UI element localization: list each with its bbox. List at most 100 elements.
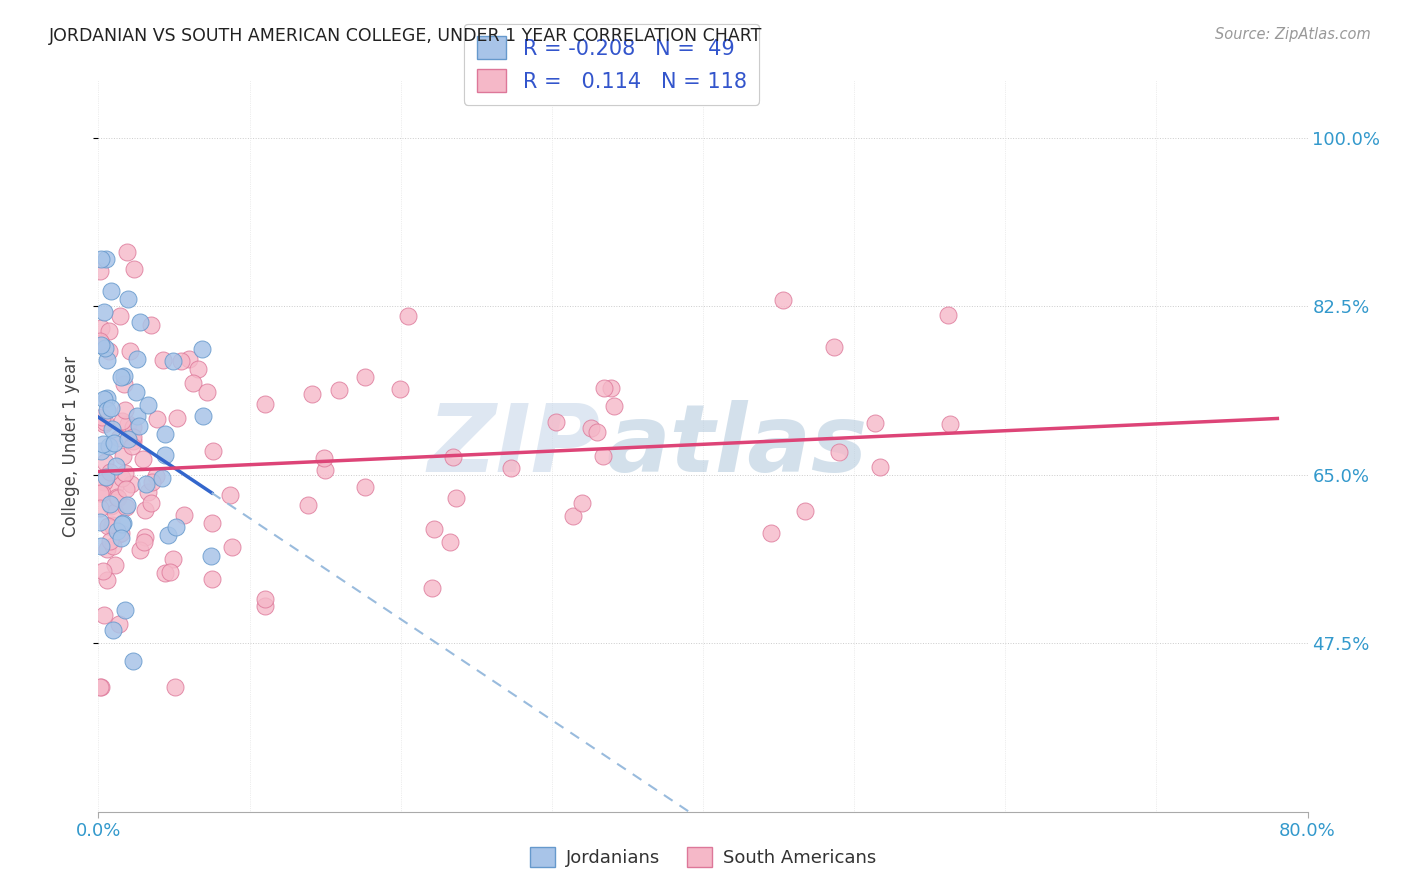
- Point: [253, 599, 276, 613]
- Point: [150, 470, 173, 484]
- Point: [501, 461, 523, 475]
- Point: [91, 437, 114, 451]
- Point: [571, 496, 593, 510]
- Point: [139, 318, 162, 332]
- Legend: Jordanians, South Americans: Jordanians, South Americans: [523, 839, 883, 874]
- Point: [100, 401, 122, 415]
- Point: [105, 491, 128, 505]
- Point: [94, 252, 117, 266]
- Point: [146, 411, 169, 425]
- Point: [155, 448, 177, 462]
- Point: [121, 439, 143, 453]
- Point: [166, 411, 188, 425]
- Point: [98, 439, 121, 453]
- Point: [111, 414, 134, 428]
- Text: JORDANIAN VS SOUTH AMERICAN COLLEGE, UNDER 1 YEAR CORRELATION CHART: JORDANIAN VS SOUTH AMERICAN COLLEGE, UND…: [49, 27, 762, 45]
- Point: [94, 470, 117, 484]
- Point: [141, 475, 163, 490]
- Point: [297, 498, 319, 512]
- Point: [93, 305, 115, 319]
- Point: [104, 479, 127, 493]
- Point: [114, 403, 136, 417]
- Point: [91, 409, 114, 424]
- Point: [579, 421, 602, 435]
- Point: [122, 420, 145, 434]
- Point: [254, 591, 277, 606]
- Point: [98, 534, 121, 549]
- Point: [328, 383, 350, 397]
- Point: [124, 261, 146, 276]
- Point: [105, 524, 128, 539]
- Point: [603, 399, 626, 413]
- Point: [159, 565, 181, 579]
- Point: [93, 608, 115, 623]
- Point: [134, 535, 156, 549]
- Point: [195, 385, 218, 400]
- Point: [101, 422, 124, 436]
- Point: [441, 450, 464, 464]
- Point: [90, 335, 112, 350]
- Point: [389, 382, 412, 396]
- Point: [312, 450, 335, 465]
- Point: [120, 476, 142, 491]
- Point: [112, 369, 135, 384]
- Point: [173, 508, 195, 522]
- Point: [145, 468, 167, 483]
- Point: [107, 491, 129, 505]
- Point: [103, 436, 125, 450]
- Point: [94, 341, 117, 355]
- Point: [863, 417, 886, 431]
- Point: [101, 519, 124, 533]
- Point: [191, 409, 214, 424]
- Point: [98, 324, 121, 338]
- Point: [110, 370, 132, 384]
- Point: [593, 381, 616, 395]
- Point: [823, 340, 845, 354]
- Y-axis label: College, Under 1 year: College, Under 1 year: [62, 355, 80, 537]
- Point: [155, 566, 177, 580]
- Point: [91, 485, 114, 500]
- Point: [162, 552, 184, 566]
- Point: [111, 516, 134, 530]
- Point: [165, 519, 187, 533]
- Point: [163, 680, 186, 694]
- Point: [201, 516, 224, 531]
- Point: [170, 354, 193, 368]
- Point: [91, 565, 114, 579]
- Point: [93, 475, 115, 489]
- Point: [89, 486, 111, 500]
- Point: [90, 338, 112, 352]
- Point: [112, 377, 135, 392]
- Point: [110, 525, 132, 540]
- Point: [118, 344, 141, 359]
- Point: [135, 476, 157, 491]
- Point: [869, 460, 891, 475]
- Point: [562, 509, 585, 524]
- Point: [112, 450, 135, 464]
- Point: [153, 426, 176, 441]
- Point: [122, 654, 145, 668]
- Point: [131, 451, 153, 466]
- Point: [96, 574, 118, 588]
- Point: [219, 488, 242, 502]
- Legend: R = -0.208   N =  49, R =   0.114   N = 118: R = -0.208 N = 49, R = 0.114 N = 118: [464, 24, 759, 104]
- Point: [108, 527, 131, 541]
- Text: Source: ZipAtlas.com: Source: ZipAtlas.com: [1215, 27, 1371, 42]
- Point: [439, 535, 461, 549]
- Text: ZIP: ZIP: [427, 400, 600, 492]
- Point: [107, 616, 129, 631]
- Point: [103, 505, 125, 519]
- Point: [253, 396, 276, 410]
- Point: [201, 572, 224, 586]
- Point: [423, 522, 446, 536]
- Point: [599, 381, 621, 395]
- Point: [117, 432, 139, 446]
- Point: [314, 463, 336, 477]
- Point: [444, 491, 467, 505]
- Point: [353, 370, 375, 384]
- Point: [90, 444, 112, 458]
- Point: [117, 417, 139, 431]
- Point: [114, 603, 136, 617]
- Point: [108, 431, 131, 445]
- Point: [111, 517, 134, 532]
